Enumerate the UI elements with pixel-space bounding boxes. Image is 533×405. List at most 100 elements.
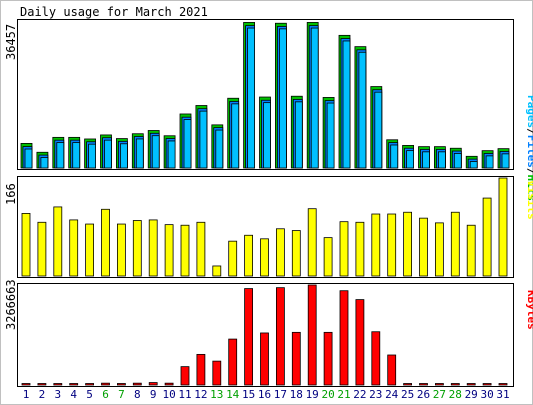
panel-kbytes-legend: KBytes bbox=[525, 290, 533, 330]
bar-pages-day-15 bbox=[247, 27, 256, 169]
bar-visits-day-1 bbox=[21, 213, 31, 277]
bar-kbytes-day-12 bbox=[196, 353, 206, 386]
day-label-30: 30 bbox=[480, 388, 493, 401]
bar-kbytes-day-9 bbox=[148, 382, 158, 386]
bar-pages-day-27 bbox=[437, 151, 446, 169]
day-label-26: 26 bbox=[417, 388, 430, 401]
day-label-31: 31 bbox=[496, 388, 509, 401]
legend-part: Hits bbox=[525, 175, 533, 202]
day-label-19: 19 bbox=[306, 388, 319, 401]
bar-kbytes-day-21 bbox=[339, 290, 349, 386]
bar-pages-day-31 bbox=[501, 153, 510, 169]
bar-visits-day-14 bbox=[228, 240, 238, 277]
day-label-12: 12 bbox=[194, 388, 207, 401]
panel-visits-bars bbox=[21, 177, 508, 277]
day-label-29: 29 bbox=[465, 388, 478, 401]
bar-visits-day-30 bbox=[482, 197, 492, 277]
day-label-13: 13 bbox=[210, 388, 223, 401]
bar-pages-day-16 bbox=[263, 102, 271, 169]
bar-visits-day-6 bbox=[101, 208, 110, 277]
bar-visits-day-12 bbox=[196, 221, 206, 277]
panel-kbytes-max-label: 3266663 bbox=[4, 279, 18, 330]
bar-kbytes-day-15 bbox=[244, 288, 254, 386]
bar-visits-day-2 bbox=[37, 221, 47, 277]
bar-kbytes-day-20 bbox=[323, 331, 333, 386]
day-label-16: 16 bbox=[258, 388, 271, 401]
bar-kbytes-day-5 bbox=[85, 383, 94, 386]
day-label-5: 5 bbox=[86, 388, 93, 401]
bar-pages-day-14 bbox=[231, 103, 240, 169]
bar-visits-day-24 bbox=[387, 213, 397, 277]
bar-visits-day-18 bbox=[291, 230, 301, 277]
bar-pages-day-25 bbox=[406, 150, 415, 169]
bar-kbytes-day-30 bbox=[482, 383, 492, 386]
legend-text: Pages/Files/Hits bbox=[525, 95, 533, 201]
legend-part: Pages bbox=[525, 95, 533, 128]
panel-visits-legend: Visits bbox=[525, 180, 533, 220]
bar-visits-day-7 bbox=[117, 223, 126, 277]
panel-kbytes-bars bbox=[21, 284, 508, 386]
panel-hits: 36457 Pages/Files/Hits bbox=[4, 19, 533, 201]
bar-pages-day-11 bbox=[183, 119, 192, 169]
bar-visits-day-11 bbox=[180, 224, 190, 277]
chart-title: Daily usage for March 2021 bbox=[20, 5, 208, 19]
bar-kbytes-day-10 bbox=[164, 382, 174, 386]
bar-visits-day-28 bbox=[450, 211, 460, 277]
bar-visits-day-3 bbox=[53, 206, 63, 277]
day-label-6: 6 bbox=[102, 388, 109, 401]
day-label-4: 4 bbox=[70, 388, 77, 401]
bar-visits-day-15 bbox=[244, 234, 254, 277]
bar-pages-day-3 bbox=[56, 142, 65, 169]
day-label-17: 17 bbox=[274, 388, 287, 401]
day-label-1: 1 bbox=[23, 388, 30, 401]
bar-kbytes-day-11 bbox=[180, 366, 190, 386]
bar-pages-day-5 bbox=[88, 143, 96, 169]
day-label-9: 9 bbox=[150, 388, 157, 401]
legend-part: / bbox=[525, 168, 533, 175]
legend-text: KBytes bbox=[525, 290, 533, 330]
bar-visits-day-16 bbox=[260, 238, 269, 277]
bar-pages-day-12 bbox=[199, 110, 208, 169]
bar-kbytes-day-16 bbox=[260, 332, 269, 386]
legend-part: / bbox=[525, 128, 533, 135]
bar-pages-day-8 bbox=[135, 138, 144, 169]
day-axis-labels: 1 2 3 4 5 6 7 8 9 10 11 12 13 14 15 16 17 18 19 20 21 22 23 24 2… bbox=[23, 388, 510, 401]
bar-pages-day-4 bbox=[72, 142, 81, 169]
bar-visits-day-17 bbox=[275, 228, 285, 277]
bar-kbytes-day-2 bbox=[37, 383, 47, 386]
legend-text: Visits bbox=[525, 180, 533, 220]
day-label-21: 21 bbox=[337, 388, 350, 401]
bar-visits-day-31 bbox=[498, 177, 508, 277]
bar-kbytes-day-31 bbox=[498, 383, 508, 386]
day-label-8: 8 bbox=[134, 388, 141, 401]
bar-kbytes-day-26 bbox=[419, 383, 428, 386]
bar-visits-day-22 bbox=[355, 221, 365, 277]
bar-pages-day-7 bbox=[120, 143, 128, 169]
legend-part: Files bbox=[525, 135, 533, 168]
legend-part: KBytes bbox=[525, 290, 533, 330]
bar-kbytes-day-1 bbox=[21, 383, 31, 386]
bar-kbytes-day-27 bbox=[434, 383, 444, 386]
panel-hits-bars bbox=[20, 22, 510, 169]
bar-visits-day-8 bbox=[132, 220, 142, 277]
bar-visits-day-10 bbox=[164, 224, 174, 277]
bar-pages-day-13 bbox=[215, 129, 224, 169]
bar-visits-day-20 bbox=[323, 237, 333, 277]
day-label-23: 23 bbox=[369, 388, 382, 401]
bar-kbytes-day-29 bbox=[466, 383, 476, 386]
bar-visits-day-27 bbox=[434, 222, 444, 277]
panel-kbytes: 3266663 KBytes bbox=[4, 279, 533, 387]
panel-hits-max-label: 36457 bbox=[4, 24, 18, 60]
bar-pages-day-26 bbox=[422, 151, 430, 169]
bar-visits-day-23 bbox=[371, 213, 381, 277]
panel-hits-legend: Pages/Files/Hits bbox=[525, 95, 533, 201]
panel-visits-max-label: 166 bbox=[4, 183, 18, 205]
day-label-18: 18 bbox=[290, 388, 303, 401]
bar-visits-day-29 bbox=[466, 224, 476, 277]
bar-kbytes-day-7 bbox=[117, 383, 126, 386]
bar-kbytes-day-14 bbox=[228, 338, 238, 386]
day-label-2: 2 bbox=[39, 388, 46, 401]
bar-kbytes-day-4 bbox=[69, 383, 79, 386]
bar-pages-day-18 bbox=[294, 101, 303, 169]
